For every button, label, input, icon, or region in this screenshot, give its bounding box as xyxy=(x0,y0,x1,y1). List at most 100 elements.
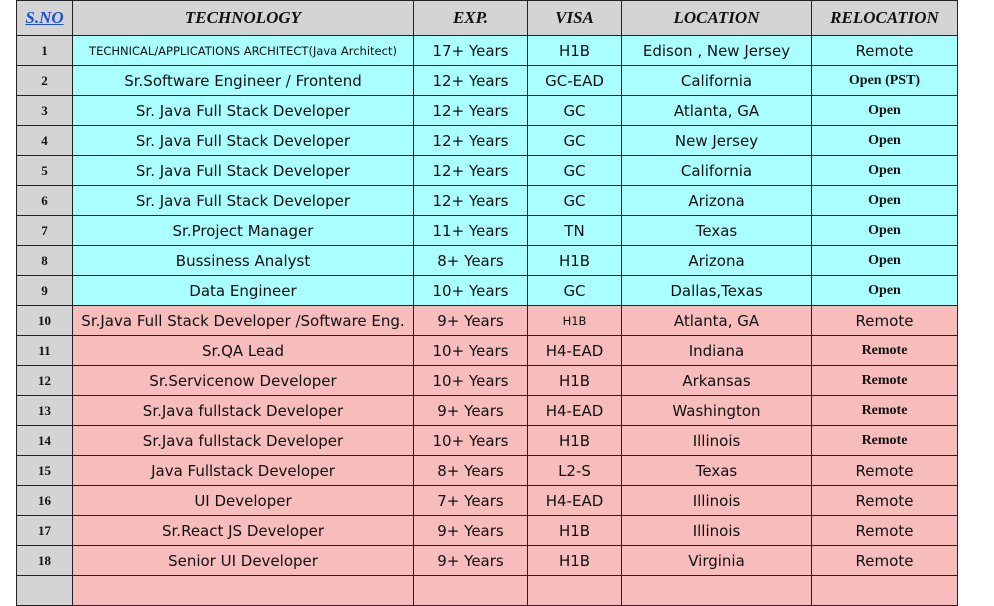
cell-sno: 10 xyxy=(16,305,73,336)
cell-exp: 12+ Years xyxy=(413,155,528,186)
cell-visa: GC xyxy=(527,95,622,126)
table-row: 18 Senior UI Developer 9+ Years H1B Virginia… xyxy=(16,545,958,576)
table-row: 8 Bussiness Analyst 8+ Years H1B Arizona Open xyxy=(16,245,958,276)
cell-location: Edison , New Jersey xyxy=(621,35,812,66)
cell-relocation: Remote xyxy=(811,485,958,516)
cell-empty xyxy=(16,575,73,606)
cell-relocation: Remote xyxy=(811,365,958,396)
cell-relocation: Remote xyxy=(811,35,958,66)
cell-location: California xyxy=(621,65,812,96)
cell-visa: GC-EAD xyxy=(527,65,622,96)
cell-relocation: Open xyxy=(811,95,958,126)
cell-visa: H1B xyxy=(527,245,622,276)
cell-location: Atlanta, GA xyxy=(621,305,812,336)
cell-sno: 18 xyxy=(16,545,73,576)
cell-relocation: Remote xyxy=(811,395,958,426)
cell-sno: 13 xyxy=(16,395,73,426)
header-sno[interactable]: S.NO xyxy=(16,0,73,36)
table-row: 3 Sr. Java Full Stack Developer 12+ Years G… xyxy=(16,95,958,126)
table-row: 17 Sr.React JS Developer 9+ Years H1B Illino… xyxy=(16,515,958,546)
cell-visa: GC xyxy=(527,125,622,156)
cell-relocation: Remote xyxy=(811,305,958,336)
cell-exp: 17+ Years xyxy=(413,35,528,66)
cell-visa: H4-EAD xyxy=(527,335,622,366)
cell-location: Dallas,Texas xyxy=(621,275,812,306)
cell-sno: 2 xyxy=(16,65,73,96)
cell-technology: Sr.Java fullstack Developer xyxy=(72,425,414,456)
cell-visa: H1B xyxy=(527,545,622,576)
cell-visa: GC xyxy=(527,275,622,306)
cell-exp: 9+ Years xyxy=(413,515,528,546)
cell-sno: 16 xyxy=(16,485,73,516)
cell-relocation: Remote xyxy=(811,425,958,456)
cell-relocation: Open xyxy=(811,215,958,246)
cell-sno: 17 xyxy=(16,515,73,546)
table-row: 6 Sr. Java Full Stack Developer 12+ Years G… xyxy=(16,185,958,216)
cell-exp: 11+ Years xyxy=(413,215,528,246)
cell-technology: Sr. Java Full Stack Developer xyxy=(72,95,414,126)
table-row: 15 Java Fullstack Developer 8+ Years L2-S Te… xyxy=(16,455,958,486)
cell-empty xyxy=(621,575,812,606)
header-location: LOCATION xyxy=(621,0,812,36)
table-row: 16 UI Developer 7+ Years H4-EAD Illinois Remo… xyxy=(16,485,958,516)
sno-link[interactable]: S.NO xyxy=(25,8,64,27)
table-row: 9 Data Engineer 10+ Years GC Dallas,Texas Ope… xyxy=(16,275,958,306)
cell-visa: H4-EAD xyxy=(527,485,622,516)
cell-visa: H1B xyxy=(527,425,622,456)
cell-location: Texas xyxy=(621,455,812,486)
cell-exp: 12+ Years xyxy=(413,185,528,216)
header-row: S.NO TECHNOLOGY EXP. VISA LOCATION RELOC… xyxy=(16,0,958,36)
cell-empty xyxy=(811,575,958,606)
cell-sno: 9 xyxy=(16,275,73,306)
cell-sno: 6 xyxy=(16,185,73,216)
table-row: 14 Sr.Java fullstack Developer 10+ Years H1… xyxy=(16,425,958,456)
cell-relocation: Remote xyxy=(811,455,958,486)
cell-exp: 12+ Years xyxy=(413,65,528,96)
table-row: 2 Sr.Software Engineer / Frontend 12+ Year… xyxy=(16,65,958,96)
cell-sno: 15 xyxy=(16,455,73,486)
cell-location: Arizona xyxy=(621,185,812,216)
cell-visa: H4-EAD xyxy=(527,395,622,426)
cell-technology: Sr.Java Full Stack Developer /Software E… xyxy=(72,305,414,336)
cell-technology: Sr. Java Full Stack Developer xyxy=(72,185,414,216)
header-technology: TECHNOLOGY xyxy=(72,0,414,36)
cell-empty xyxy=(527,575,622,606)
table-row: 10 Sr.Java Full Stack Developer /Software… xyxy=(16,305,958,336)
cell-technology: Sr. Java Full Stack Developer xyxy=(72,155,414,186)
cell-location: Illinois xyxy=(621,425,812,456)
cell-visa: GC xyxy=(527,155,622,186)
cell-relocation: Remote xyxy=(811,545,958,576)
cell-sno: 7 xyxy=(16,215,73,246)
table-row: 4 Sr. Java Full Stack Developer 12+ Years G… xyxy=(16,125,958,156)
cell-exp: 10+ Years xyxy=(413,425,528,456)
cell-sno: 3 xyxy=(16,95,73,126)
cell-sno: 4 xyxy=(16,125,73,156)
table-row: 13 Sr.Java fullstack Developer 9+ Years H4-… xyxy=(16,395,958,426)
cell-exp: 9+ Years xyxy=(413,395,528,426)
cell-location: Illinois xyxy=(621,515,812,546)
cell-visa: H1B xyxy=(527,365,622,396)
cell-visa: H1B xyxy=(527,305,622,336)
header-relocation: RELOCATION xyxy=(811,0,958,36)
cell-location: Arkansas xyxy=(621,365,812,396)
cell-technology: Bussiness Analyst xyxy=(72,245,414,276)
cell-technology: Sr.React JS Developer xyxy=(72,515,414,546)
cell-sno: 12 xyxy=(16,365,73,396)
cell-relocation: Open xyxy=(811,125,958,156)
cell-location: Indiana xyxy=(621,335,812,366)
cell-location: Washington xyxy=(621,395,812,426)
cell-location: Arizona xyxy=(621,245,812,276)
cell-technology: UI Developer xyxy=(72,485,414,516)
table-row: 12 Sr.Servicenow Developer 10+ Years H1B Ark… xyxy=(16,365,958,396)
cell-exp: 9+ Years xyxy=(413,545,528,576)
cell-visa: H1B xyxy=(527,35,622,66)
cell-technology: Data Engineer xyxy=(72,275,414,306)
cell-exp: 8+ Years xyxy=(413,455,528,486)
cell-location: Atlanta, GA xyxy=(621,95,812,126)
table-row: 7 Sr.Project Manager 11+ Years TN Texas Open xyxy=(16,215,958,246)
cell-sno: 8 xyxy=(16,245,73,276)
cell-sno: 14 xyxy=(16,425,73,456)
cell-visa: H1B xyxy=(527,515,622,546)
cell-location: Illinois xyxy=(621,485,812,516)
cell-relocation: Remote xyxy=(811,515,958,546)
